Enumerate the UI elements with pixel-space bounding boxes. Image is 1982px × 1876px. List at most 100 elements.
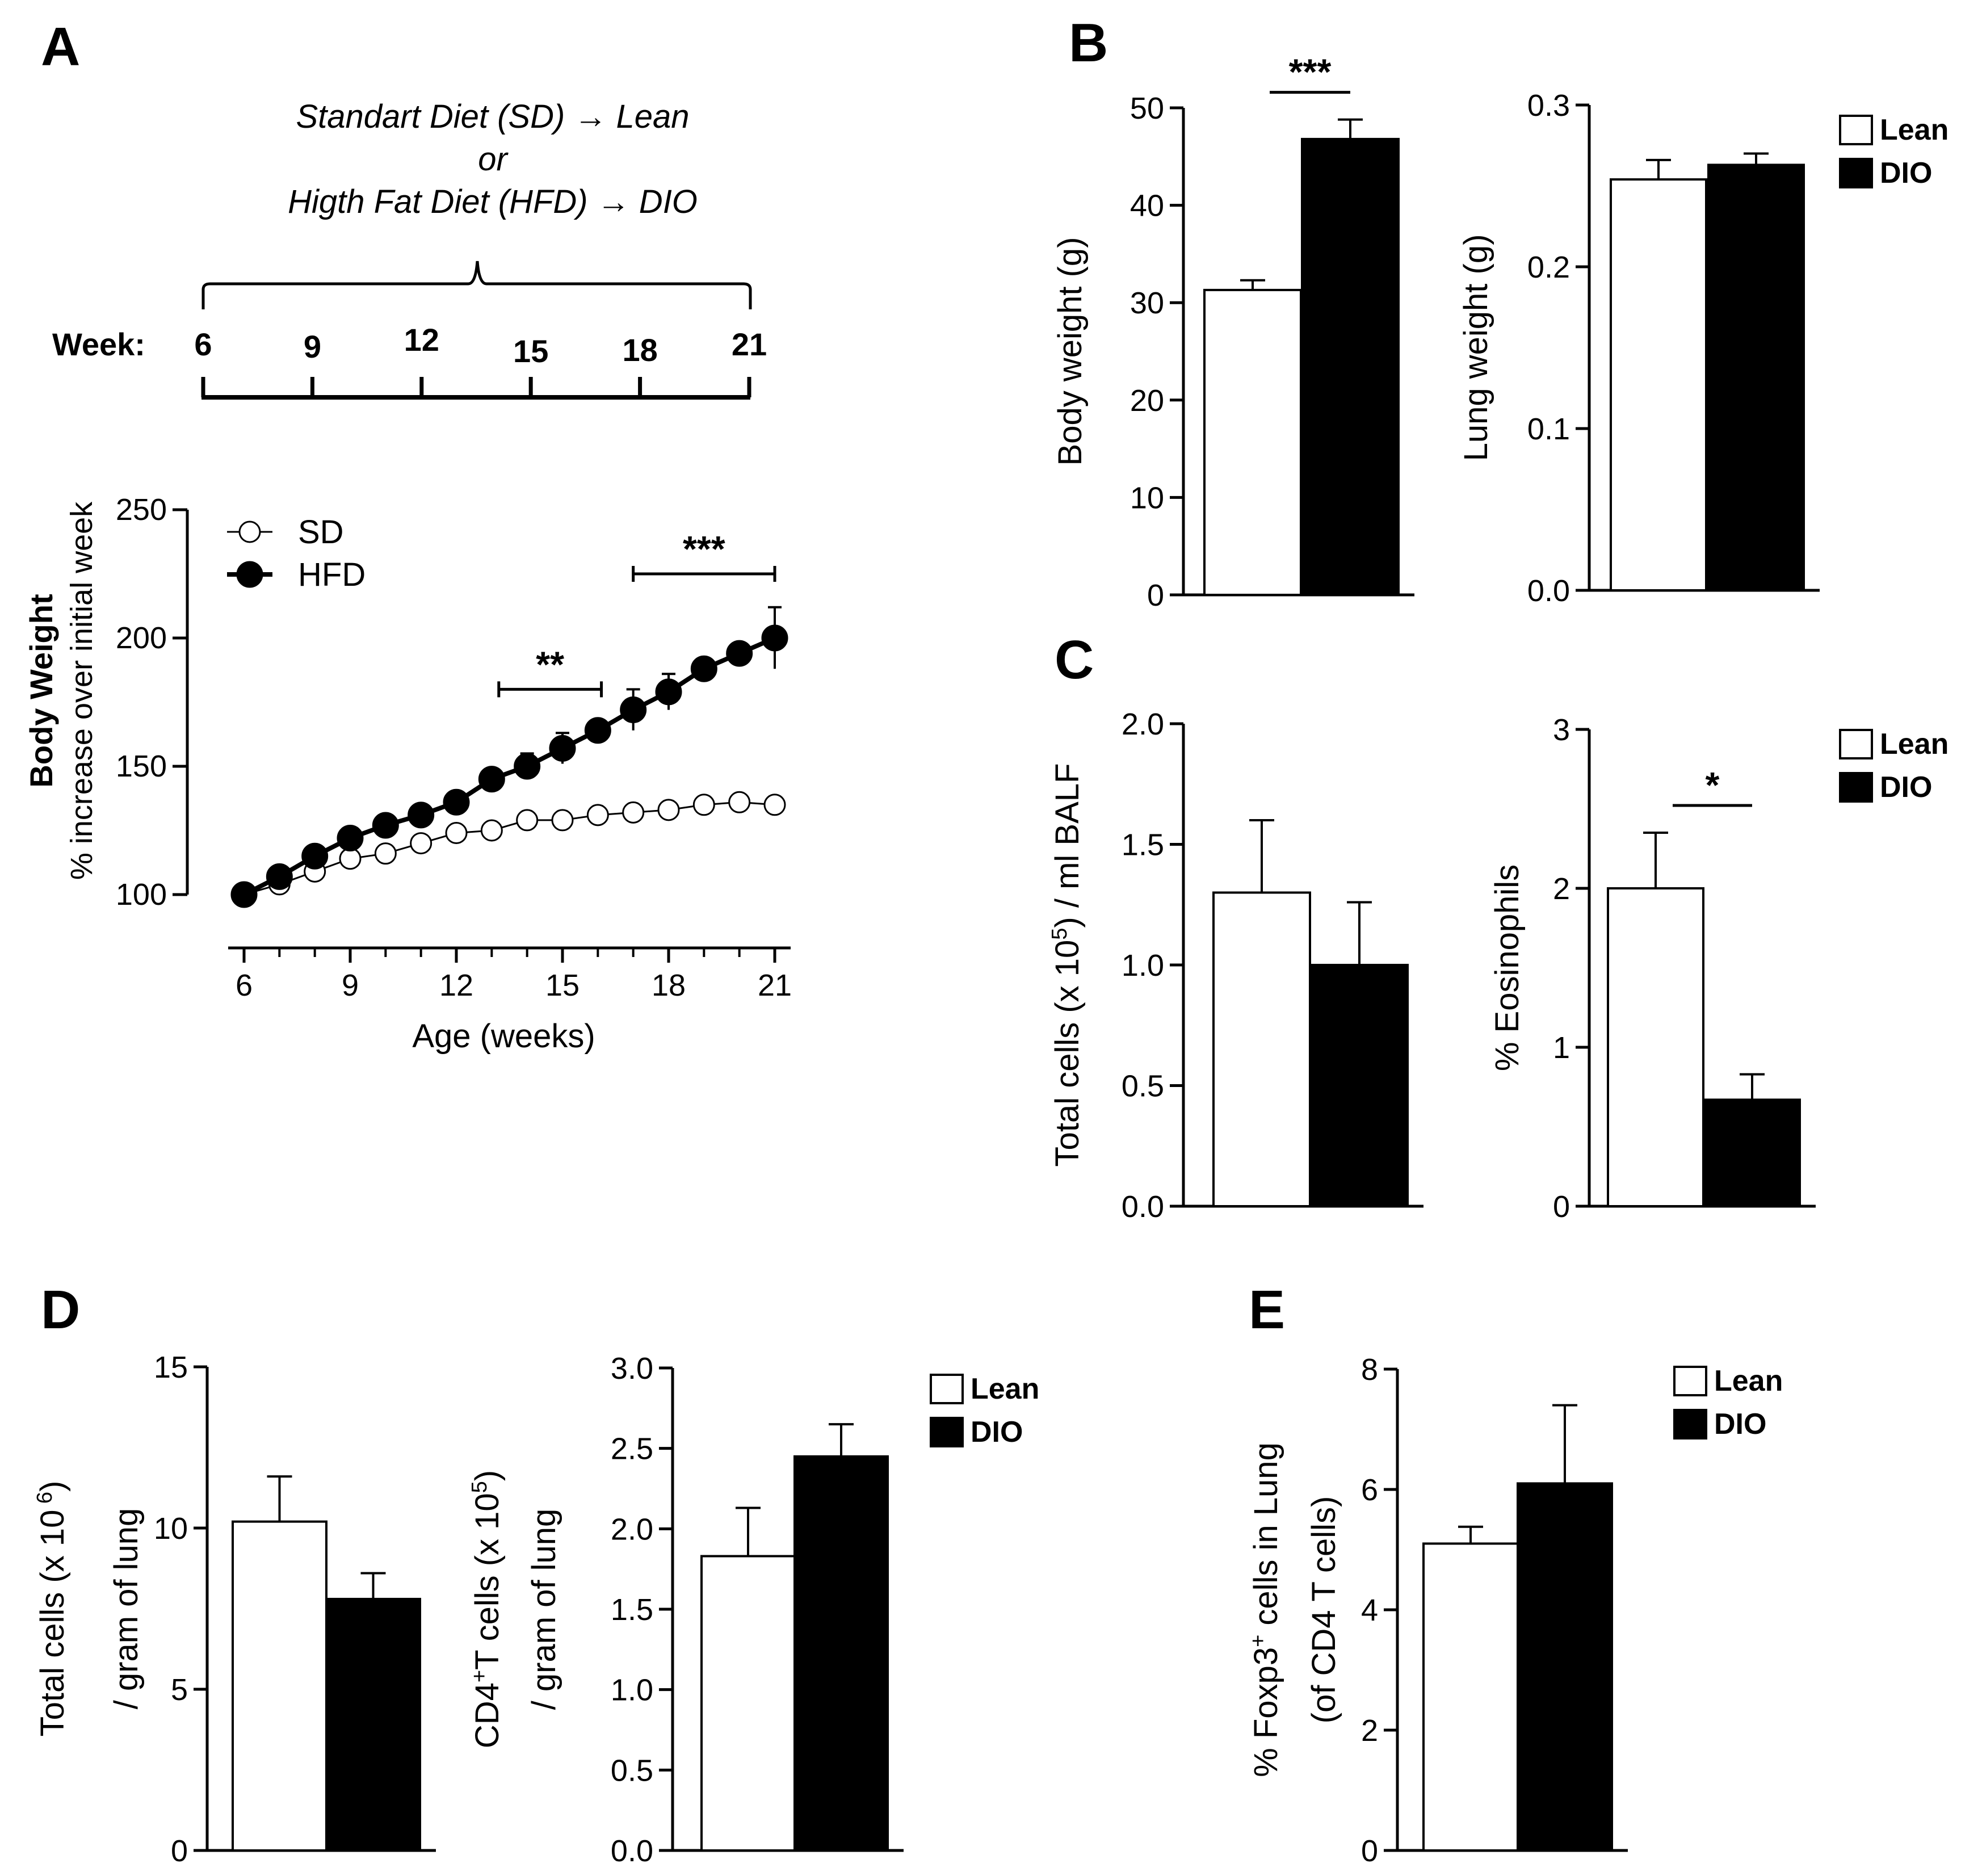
legend-label-lean: Lean xyxy=(1880,114,1949,146)
y-axis-title-b1: Body weight (g) xyxy=(1052,237,1089,466)
timeline: Week: 6 9 12 15 18 21 xyxy=(52,261,767,400)
y-tick-label-c2: 2 xyxy=(1553,872,1570,906)
bar-dio xyxy=(1517,1482,1613,1852)
y-tick-label-c1: 2.0 xyxy=(1122,707,1164,741)
timeline-week-12: 12 xyxy=(404,322,439,358)
legend-swatch-lean xyxy=(930,1374,964,1404)
series-line-sd xyxy=(243,801,775,896)
panel-label-d: D xyxy=(41,1279,80,1340)
y-tick-label-a: 100 xyxy=(116,878,167,912)
legend-marker-hfd xyxy=(236,561,263,588)
data-point-hfd xyxy=(584,717,611,744)
legend-swatch-lean xyxy=(1673,1366,1707,1396)
data-point-sd xyxy=(480,819,503,842)
data-point-hfd xyxy=(230,881,258,908)
chart-c1: 0.0 0.5 1.0 1.5 2.0 Total cells (x 105) / ml … xyxy=(1048,707,1423,1224)
y-tick-label-d1: 0 xyxy=(171,1834,188,1868)
y-tick-label-d2: 1.0 xyxy=(611,1673,653,1707)
y-tick-label-d2: 0.0 xyxy=(611,1834,653,1868)
bar-lean xyxy=(1422,1542,1519,1852)
legend-swatch-dio xyxy=(1839,158,1873,188)
panel-label-c: C xyxy=(1055,629,1094,690)
chart-d2: 0.0 0.5 1.0 1.5 2.0 2.5 3.0 CD4+T cells (x 105)… xyxy=(468,1352,1039,1868)
data-point-sd xyxy=(339,847,362,870)
y-axis-title-part: Body weight (g) xyxy=(1052,237,1089,466)
y-tick-label-b1: 0 xyxy=(1147,578,1164,612)
data-point-sd xyxy=(763,794,786,816)
x-tick-label-a: 6 xyxy=(236,968,253,1002)
panel-label-e: E xyxy=(1249,1279,1285,1340)
data-point-sd xyxy=(374,842,397,865)
legend-swatch-lean xyxy=(1839,115,1873,145)
y-tick-label-a: 200 xyxy=(116,621,167,655)
y-tick-label-c1: 0.5 xyxy=(1122,1069,1164,1103)
legend-swatch-lean xyxy=(1839,729,1873,759)
data-point-sd xyxy=(657,799,680,821)
y-tick-label-d2: 2.0 xyxy=(611,1512,653,1546)
y-tick-label-b1: 10 xyxy=(1130,481,1164,515)
bar-lean xyxy=(700,1555,796,1852)
panel-label-a: A xyxy=(41,16,80,77)
y-tick-label-b1: 20 xyxy=(1130,384,1164,418)
legend-a: SD HFD xyxy=(227,514,366,593)
y-axis-title-superscript: 6 xyxy=(33,1492,57,1510)
y-axis-title-d1: Total cells (x 10 6) xyxy=(33,1481,71,1737)
timeline-brace xyxy=(201,261,752,309)
legend-label-lean: Lean xyxy=(1880,728,1949,761)
data-point-sd xyxy=(728,791,751,813)
data-point-hfd xyxy=(372,812,399,839)
y-tick-label-c1: 0.0 xyxy=(1122,1190,1164,1224)
y-tick-label-b2: 0.3 xyxy=(1527,89,1570,123)
data-point-sd xyxy=(410,832,432,855)
y-tick-label-c2: 1 xyxy=(1553,1031,1570,1065)
legend-c2: Lean DIO xyxy=(1839,728,1949,804)
y-axis-title-part: % Eosinophils xyxy=(1489,864,1526,1071)
bar-dio xyxy=(1310,964,1409,1207)
y-tick-label-a: 150 xyxy=(116,749,167,783)
data-point-sd xyxy=(516,809,539,832)
data-point-sd xyxy=(692,794,715,816)
bar-lean xyxy=(1212,891,1311,1207)
y-axis-title-e: % Foxp3+ cells in Lung xyxy=(1246,1442,1284,1777)
legend-label-sd: SD xyxy=(298,514,344,551)
y-tick-label-b2: 0.1 xyxy=(1527,412,1570,446)
data-point-hfd xyxy=(337,825,364,852)
timeline-week-label: Week: xyxy=(52,326,145,362)
timeline-week-6: 6 xyxy=(194,326,212,362)
y-tick-label-d1: 15 xyxy=(154,1350,188,1384)
data-point-hfd xyxy=(443,788,470,816)
data-point-hfd xyxy=(726,640,753,667)
x-tick-label-a: 15 xyxy=(545,968,580,1002)
legend-swatch-dio xyxy=(1673,1409,1707,1439)
y-tick-label-c1: 1.0 xyxy=(1122,949,1164,983)
y-axis-title-superscript: 5 xyxy=(468,1481,492,1493)
data-point-hfd xyxy=(478,766,505,793)
chart-b1: 0 10 20 30 40 50 *** Body weight (g) xyxy=(1052,52,1414,612)
bar-lean xyxy=(1203,288,1302,596)
y-axis-title-superscript: 5 xyxy=(1048,928,1072,940)
y-tick-label-b2: 0.0 xyxy=(1527,574,1570,608)
bar-dio xyxy=(1703,1098,1801,1208)
y-axis-title-part: ) xyxy=(34,1481,71,1492)
data-point-sd xyxy=(622,801,645,824)
chart-c2: 0 1 2 3 * % Eosinophils Lean DIO xyxy=(1489,713,1949,1224)
y-axis-title-part: cells in Lung xyxy=(1248,1442,1284,1635)
legend-swatch-dio xyxy=(930,1417,964,1447)
data-point-hfd xyxy=(690,655,717,682)
y-axis-subtitle-d1: / gram of lung xyxy=(108,1508,145,1710)
bar-dio xyxy=(1707,163,1805,591)
diet-line-3: Higth Fat Diet (HFD) → DIO xyxy=(288,183,698,220)
y-tick-label-d2: 2.5 xyxy=(611,1432,653,1466)
data-point-hfd xyxy=(761,624,788,652)
significance-label-c2: * xyxy=(1706,765,1720,805)
bar-dio xyxy=(1301,137,1400,597)
panel-label-b: B xyxy=(1069,12,1108,73)
y-tick-label-b1: 50 xyxy=(1130,91,1164,125)
y-tick-label-d1: 5 xyxy=(171,1673,188,1707)
y-axis-title-part: ) / ml BALF xyxy=(1049,763,1086,928)
y-axis-title-part: ) xyxy=(469,1470,506,1481)
y-tick-label-e: 0 xyxy=(1361,1834,1378,1868)
y-axis-title-part: Total cells (x 10 xyxy=(1049,940,1086,1167)
